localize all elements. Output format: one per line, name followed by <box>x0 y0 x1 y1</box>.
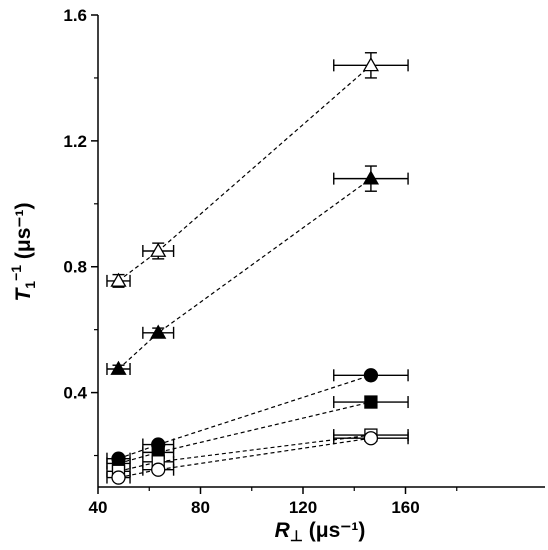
series-line <box>118 434 371 472</box>
y-tick-label: 0.8 <box>63 258 87 277</box>
x-axis-label: R⊥ (μs⁻¹) <box>275 519 366 545</box>
y-tick-label: 0.4 <box>63 384 87 403</box>
data-points <box>110 57 380 485</box>
triangle-marker <box>362 57 380 72</box>
y-tick-label: 1.6 <box>63 6 87 25</box>
circle-marker <box>363 431 379 446</box>
series-line <box>118 437 371 479</box>
y-axis-label-sup: −1 <box>8 265 24 281</box>
y-axis-label-main: T <box>12 287 35 302</box>
triangle-marker <box>150 324 167 339</box>
x-tick-label: 40 <box>89 498 108 517</box>
triangle-marker <box>362 170 380 185</box>
x-axis-label-unit: (μs⁻¹) <box>303 519 365 542</box>
axis-ticks: 40 80 120 160 0.4 0.8 1.2 1.6 <box>63 6 458 517</box>
x-axis-label-sub: ⊥ <box>290 528 303 545</box>
y-axis-label-sub: 1 <box>22 281 38 289</box>
series-line <box>118 178 372 370</box>
x-tick-label: 160 <box>391 498 419 517</box>
triangle-marker <box>110 272 127 287</box>
x-tick-label: 80 <box>191 498 210 517</box>
triangle-marker <box>110 360 127 375</box>
y-axis-label-unit: (μs⁻¹) <box>12 202 35 264</box>
square-marker <box>364 395 378 409</box>
circle-marker <box>111 470 126 485</box>
trend-lines <box>118 64 372 479</box>
y-axis-label: T1−1 (μs⁻¹) <box>8 202 38 301</box>
y-tick-label: 1.2 <box>63 132 87 151</box>
circle-marker <box>363 368 379 383</box>
x-tick-label: 120 <box>289 498 317 517</box>
circle-marker <box>151 462 166 477</box>
x-axis-label-main: R <box>275 519 291 542</box>
triangle-marker <box>150 242 167 257</box>
error-bars <box>106 52 409 484</box>
axes-frame <box>97 15 545 488</box>
